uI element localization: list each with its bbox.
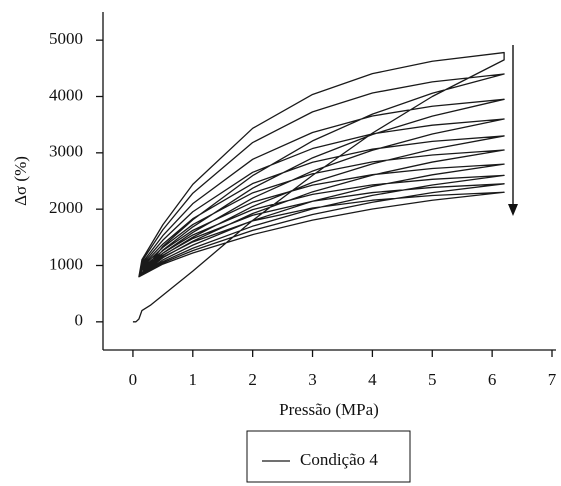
y-tick-label: 3000 — [49, 142, 83, 161]
x-axis-label: Pressão (MPa) — [279, 400, 379, 419]
x-tick-label: 3 — [308, 370, 317, 389]
x-tick-label: 2 — [248, 370, 257, 389]
x-tick-label: 0 — [129, 370, 138, 389]
y-axis-label: Δσ (%) — [11, 156, 30, 206]
data-line — [132, 51, 505, 323]
x-tick-label: 5 — [428, 370, 437, 389]
y-tick-label: 2000 — [49, 198, 83, 217]
x-tick-label: 1 — [189, 370, 198, 389]
y-tick-label: 5000 — [49, 29, 83, 48]
legend-label: Condição 4 — [300, 450, 378, 469]
x-tick-label: 4 — [368, 370, 377, 389]
y-tick-label: 1000 — [49, 254, 83, 273]
x-tick-label: 6 — [488, 370, 497, 389]
y-tick-label: 0 — [75, 311, 84, 330]
legend-box — [246, 430, 411, 483]
arrow — [508, 45, 518, 216]
x-tick-label: 7 — [548, 370, 557, 389]
y-tick-label: 4000 — [49, 85, 83, 104]
